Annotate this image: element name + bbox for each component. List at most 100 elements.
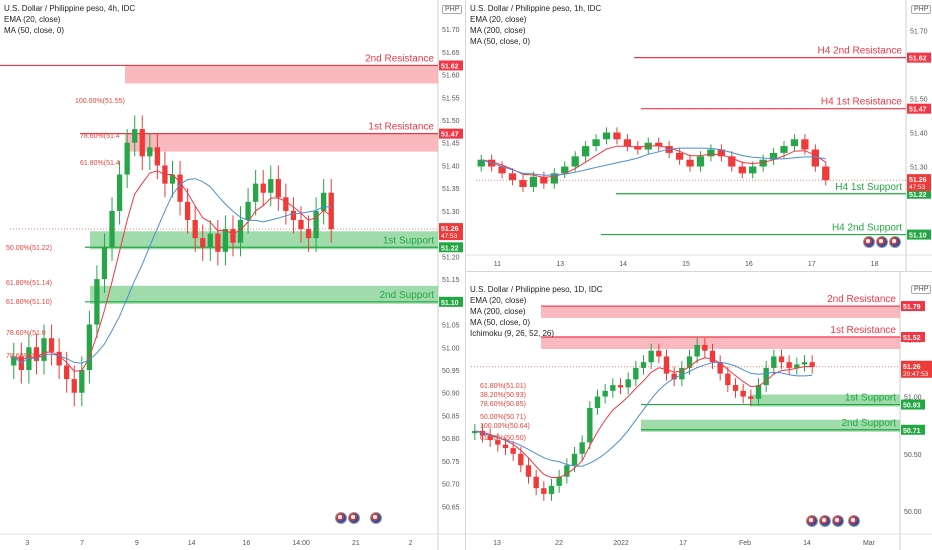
us-flag-icon[interactable] [848, 515, 860, 527]
chart-1h-svg[interactable]: 51.70 51.50 51.40 51.30 51.10 11 13 14 15 16 17 18 H… [466, 0, 932, 271]
time-tick-label: 21 [352, 540, 360, 547]
us-flag-icon[interactable] [370, 512, 382, 524]
time-tick-label: 13 [556, 261, 564, 268]
currency-badge-4h[interactable]: PHP [442, 5, 463, 14]
candle-body [124, 142, 130, 175]
candle-body [192, 220, 198, 239]
level-price-tag-text: 51.62 [441, 63, 459, 70]
candle-body [26, 347, 32, 370]
event-flags-1h[interactable] [863, 236, 901, 248]
ma50-line [481, 147, 826, 176]
event-flags-4h[interactable] [335, 512, 360, 524]
legend-1d: U.S. Dollar / Philippine peso, 1D, IDC E… [470, 284, 603, 339]
candle-body [540, 176, 548, 184]
candle-body [321, 192, 327, 211]
candle-body [328, 192, 334, 230]
last-price-tag [439, 223, 463, 241]
time-tick-label: 16 [242, 540, 250, 547]
us-flag-icon[interactable] [876, 236, 888, 248]
us-flag-icon[interactable] [863, 236, 875, 248]
fibonacci-label: 50.00%(51.22) [6, 245, 52, 252]
us-flag-icon[interactable] [819, 515, 831, 527]
time-tick-label: 9 [135, 540, 139, 547]
candle-body [495, 440, 501, 445]
candle-body [508, 173, 517, 181]
legend-4h-line-2: MA (50, close, 0) [4, 26, 65, 35]
candle-body [738, 166, 746, 174]
event-flags-1d-2[interactable] [848, 515, 860, 527]
candle-body [519, 180, 527, 187]
support-zone-band [750, 394, 900, 407]
chart-4h-svg[interactable]: 51.70 51.65 51.60 51.55 51.50 51.45 51.40 51.35… [0, 0, 465, 550]
event-flags-1d[interactable] [806, 515, 844, 527]
time-tick-label: 18 [871, 261, 879, 268]
candle-body [94, 279, 100, 325]
candle-body [154, 147, 161, 166]
candle-body [268, 179, 274, 193]
candle-body [740, 390, 746, 397]
chart-panel-1d[interactable]: 51.5051.0050.5050.001322202217Feb14Mar2n… [466, 272, 932, 550]
resistance-level-label: 2nd Resistance [365, 53, 434, 64]
level-price-tag-text: 51.47 [441, 132, 459, 139]
legend-1h-line-3: MA (50, close, 0) [470, 37, 531, 46]
candle-body [648, 350, 654, 363]
event-flags-4h-2[interactable] [370, 512, 382, 524]
candle-body [655, 142, 663, 147]
level-price-tag [901, 331, 925, 342]
us-flag-icon[interactable] [348, 512, 360, 524]
price-tick-label: 50.75 [442, 459, 460, 466]
support-level-label: H4 2nd Support [832, 223, 902, 234]
chart-panel-4h[interactable]: 51.70 51.65 51.60 51.55 51.50 51.45 51.40 51.35… [0, 0, 465, 550]
ma50-line [474, 361, 813, 467]
candle-body [763, 367, 769, 386]
level-price-tag-text: 51.52 [903, 335, 921, 342]
legend-4h-line-1: EMA (20, close) [4, 15, 61, 24]
us-flag-icon[interactable] [889, 236, 901, 248]
candle-body [581, 146, 590, 157]
candle-body [602, 390, 608, 397]
price-tick-label: 51.70 [442, 27, 460, 34]
candle-body [725, 373, 731, 386]
panel-divider-horizontal[interactable] [466, 271, 932, 272]
support-level-label: 2nd Support [380, 290, 435, 301]
level-price-tag [901, 301, 925, 312]
us-flag-icon[interactable] [335, 512, 347, 524]
candle-body [696, 156, 705, 167]
fibonacci-label: 38.20%(50.93) [480, 392, 526, 399]
ma50-line [13, 178, 332, 364]
candle-body [634, 146, 642, 150]
panel-divider-vertical[interactable] [465, 0, 466, 550]
candle-body [749, 166, 757, 174]
level-price-tag [907, 52, 931, 63]
candle-body [529, 176, 538, 187]
candle-body [759, 159, 767, 167]
candle-body [200, 238, 206, 248]
legend-1h-line-1: EMA (20, close) [470, 15, 527, 24]
price-tick-label: 51.00 [442, 345, 460, 352]
price-tick-label: 51.30 [910, 165, 928, 172]
candle-body [169, 174, 176, 184]
price-tick-label: 50.80 [442, 436, 460, 443]
resistance-zone-band [541, 306, 900, 319]
candle-body [717, 362, 723, 374]
level-price-tag [907, 103, 931, 114]
chart-1d-svg[interactable]: 51.5051.0050.5050.001322202217Feb14Mar2n… [466, 272, 932, 550]
candle-body [809, 362, 815, 367]
level-price-tag-text: 50.93 [903, 403, 921, 410]
fibonacci-label: 50.00%(50.71) [480, 414, 526, 421]
level-price-tag-text: 51.62 [909, 56, 927, 63]
level-price-tag [901, 399, 925, 410]
ema-line [474, 357, 813, 479]
currency-badge-1d[interactable]: PHP [911, 285, 932, 294]
us-flag-icon[interactable] [832, 515, 844, 527]
candle-body [101, 247, 108, 280]
currency-badge-1h[interactable]: PHP [911, 5, 932, 14]
legend-1d-line-3: MA (50, close, 0) [470, 318, 531, 327]
fibonacci-label: 61.80%(51.01) [480, 383, 526, 390]
candle-body [215, 233, 221, 252]
us-flag-icon[interactable] [806, 515, 818, 527]
candle-body [702, 345, 708, 351]
candle-body [79, 370, 85, 393]
last-price-text: 51.26 [441, 226, 459, 233]
chart-panel-1h[interactable]: 51.70 51.50 51.40 51.30 51.10 11 13 14 15 16 17 18 H… [466, 0, 932, 271]
